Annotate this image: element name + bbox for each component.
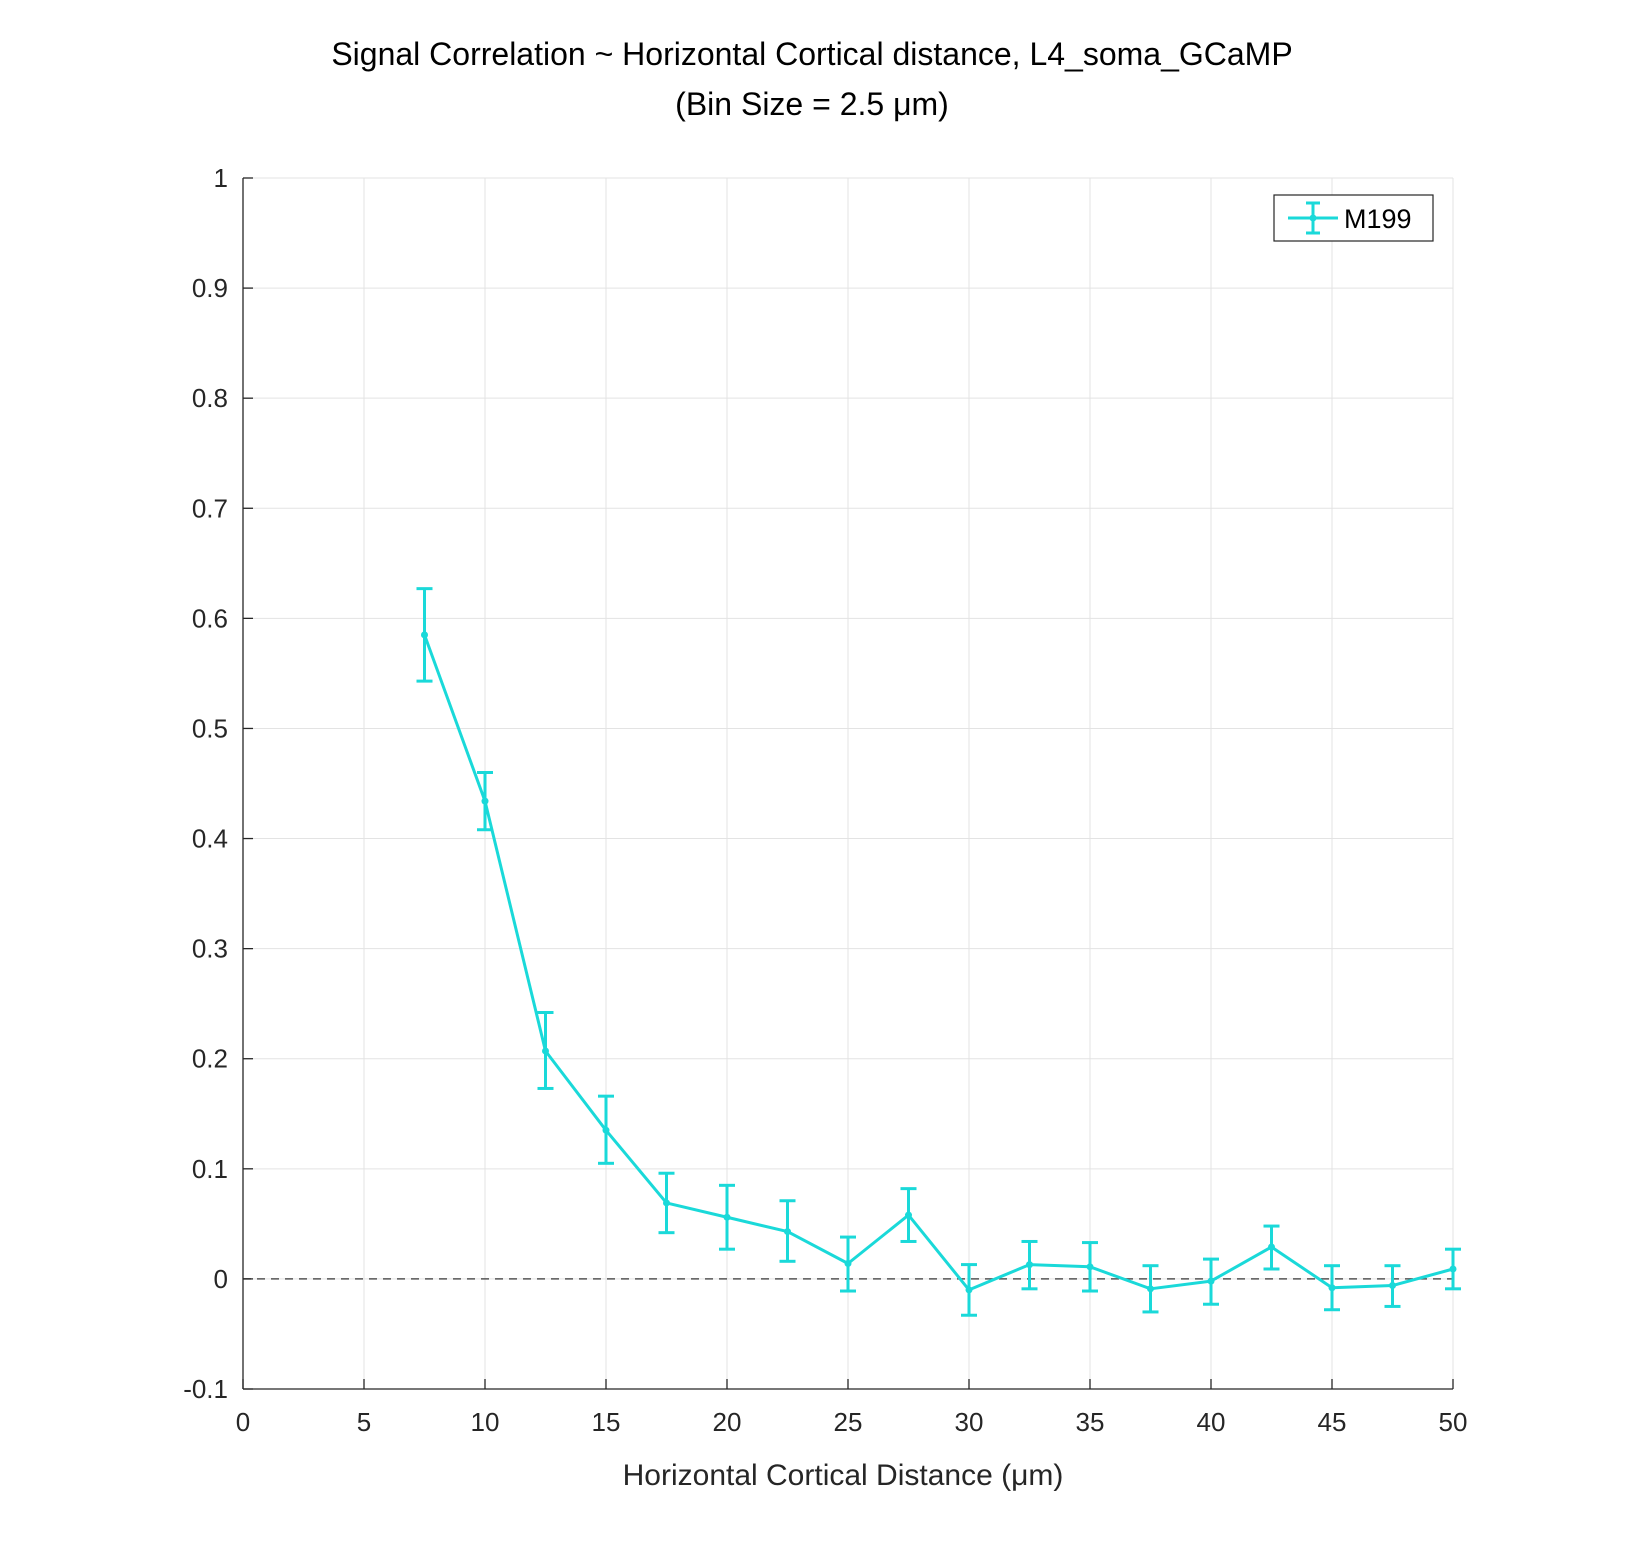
y-tick-label-0: -0.1	[183, 1374, 228, 1404]
data-point-9	[965, 1286, 973, 1294]
data-point-17	[1449, 1265, 1457, 1273]
y-tick-label-9: 0.8	[192, 383, 228, 413]
x-tick-label-8: 40	[1197, 1407, 1226, 1437]
data-point-11	[1086, 1263, 1094, 1271]
data-point-0	[421, 631, 428, 639]
data-point-5	[723, 1213, 731, 1221]
data-point-8	[905, 1211, 912, 1219]
x-tick-label-1: 5	[357, 1407, 371, 1437]
legend-marker	[1309, 214, 1317, 222]
x-tick-label-6: 30	[955, 1407, 984, 1437]
series-line	[423, 634, 1454, 1292]
chart-subtitle: (Bin Size = 2.5 μm)	[675, 86, 949, 122]
data-point-7	[844, 1259, 852, 1267]
grid	[242, 177, 1454, 1390]
y-tick-label-3: 0.2	[192, 1044, 228, 1074]
x-axis-label: Horizontal Cortical Distance (μm)	[623, 1459, 1064, 1492]
x-tick-label-7: 35	[1076, 1407, 1105, 1437]
chart-title: Signal Correlation ~ Horizontal Cortical…	[331, 36, 1292, 72]
data-point-1	[481, 797, 489, 805]
y-tick-label-8: 0.7	[192, 493, 228, 523]
y-tick-label-10: 0.9	[192, 273, 228, 303]
legend-label-m199: M199	[1344, 204, 1412, 234]
y-axis-ticks: -0.1 0 0.1 0.2 0.3 0.4 0.5 0.6 0.7 0.8 0.9 1	[183, 163, 253, 1404]
data-point-13	[1207, 1277, 1215, 1285]
data-point-14	[1268, 1243, 1275, 1251]
y-tick-label-4: 0.3	[192, 934, 228, 964]
x-axis-ticks: 0 5 10 15 20 25 30 35 40 45 50	[236, 1379, 1468, 1437]
x-tick-label-4: 20	[713, 1407, 742, 1437]
data-point-3	[602, 1126, 610, 1134]
x-tick-label-10: 50	[1439, 1407, 1468, 1437]
data-point-10	[1026, 1261, 1033, 1269]
x-tick-label-3: 15	[592, 1407, 621, 1437]
y-tick-label-11: 1	[214, 163, 228, 193]
data-point-6	[784, 1228, 791, 1236]
x-tick-label-2: 10	[471, 1407, 500, 1437]
data-point-16	[1389, 1282, 1396, 1290]
y-tick-label-6: 0.5	[192, 713, 228, 743]
series-0	[416, 587, 1461, 1317]
y-tick-label-2: 0.1	[192, 1154, 228, 1184]
data-point-15	[1328, 1284, 1336, 1292]
data-point-12	[1147, 1285, 1154, 1293]
x-tick-label-5: 25	[834, 1407, 863, 1437]
y-tick-label-7: 0.6	[192, 603, 228, 633]
data-point-2	[542, 1047, 549, 1055]
legend[interactable]: M199	[1273, 194, 1434, 242]
x-tick-label-0: 0	[236, 1407, 250, 1437]
y-tick-label-1: 0	[214, 1264, 228, 1294]
series-layer	[416, 587, 1461, 1317]
x-tick-label-9: 45	[1318, 1407, 1347, 1437]
data-point-4	[663, 1199, 670, 1207]
y-tick-label-5: 0.4	[192, 824, 228, 854]
